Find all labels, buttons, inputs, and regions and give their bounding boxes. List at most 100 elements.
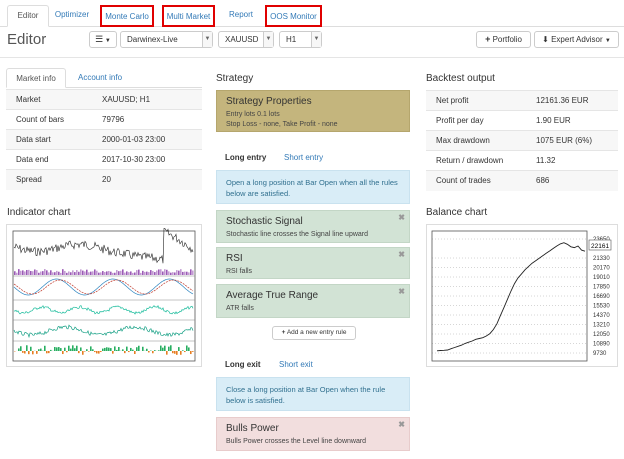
- y-tick-label: 12050: [593, 332, 610, 338]
- bulls-power-bar: [154, 350, 156, 351]
- y-tick-label: 17850: [593, 285, 610, 291]
- bulls-power-bar: [24, 351, 26, 354]
- volume-bar: [48, 272, 50, 275]
- bulls-power-bar: [180, 351, 182, 355]
- close-icon[interactable]: ✖: [398, 420, 405, 429]
- volume-bar: [100, 272, 102, 275]
- tab-optimizer[interactable]: Optimizer: [54, 10, 90, 19]
- volume-bar: [104, 271, 106, 275]
- tab-short-exit[interactable]: Short exit: [279, 360, 313, 369]
- volume-bar: [138, 269, 140, 275]
- expert-advisor-button[interactable]: ⬇ Expert Advisor ▼: [534, 31, 619, 48]
- bulls-power-bar: [130, 347, 132, 351]
- bulls-power-bar: [18, 348, 20, 351]
- volume-bar: [94, 269, 96, 275]
- strategy-properties-box[interactable]: Strategy Properties Entry lots 0.1 lots …: [216, 90, 410, 132]
- volume-bar: [102, 271, 104, 275]
- tab-long-exit[interactable]: Long exit: [225, 360, 261, 369]
- add-entry-rule-label: Add a new entry rule: [286, 329, 347, 336]
- entry-rule-rsi[interactable]: RSI RSI falls ✖: [216, 247, 410, 279]
- volume-bar: [96, 270, 98, 275]
- close-icon[interactable]: ✖: [398, 287, 405, 296]
- tab-monte-carlo[interactable]: Monte Carlo: [100, 5, 154, 27]
- bulls-power-bar: [188, 347, 190, 351]
- tab-oos-monitor[interactable]: OOS Monitor: [265, 5, 322, 27]
- volume-bar: [158, 269, 160, 275]
- volume-bar: [192, 270, 194, 275]
- bulls-power-bar: [178, 347, 180, 351]
- bulls-power-bar: [162, 347, 164, 351]
- volume-bar: [80, 269, 82, 275]
- bulls-power-bar: [158, 350, 160, 351]
- bulls-power-bar: [132, 349, 134, 351]
- bulls-power-bar: [172, 351, 174, 354]
- bulls-power-bar: [90, 346, 92, 351]
- volume-bar: [76, 270, 78, 275]
- volume-bar: [144, 271, 146, 275]
- symbol-select[interactable]: XAUUSD ▼: [218, 31, 274, 48]
- volume-bar: [186, 271, 188, 275]
- bulls-power-bar: [104, 347, 106, 351]
- volume-bar: [26, 269, 28, 275]
- bulls-power-bar: [88, 351, 90, 352]
- tab-account-info[interactable]: Account info: [77, 73, 123, 82]
- volume-bar: [42, 271, 44, 275]
- bulls-power-bar: [70, 348, 72, 351]
- menu-button[interactable]: ☰ ▼: [89, 31, 117, 48]
- bulls-power-bar: [116, 349, 118, 351]
- volume-bar: [180, 269, 182, 275]
- bulls-power-bar: [50, 349, 52, 351]
- volume-bar: [182, 271, 184, 275]
- row-key: Spread: [6, 169, 92, 190]
- volume-bar: [66, 272, 68, 275]
- bulls-power-bar: [22, 351, 24, 353]
- bulls-power-bar: [118, 347, 120, 351]
- tab-editor[interactable]: Editor: [7, 5, 49, 27]
- strategy-properties-lots: Entry lots 0.1 lots: [226, 111, 280, 118]
- volume-bar: [82, 270, 84, 275]
- volume-bar: [14, 271, 16, 275]
- add-entry-rule-button[interactable]: + Add a new entry rule: [272, 326, 356, 340]
- bulls-power-bar: [176, 351, 178, 355]
- bulls-power-bar: [166, 351, 168, 355]
- tab-report[interactable]: Report: [228, 10, 253, 19]
- volume-bar: [148, 272, 150, 275]
- bulls-power-bar: [152, 351, 154, 354]
- y-tick-label: 14370: [593, 313, 610, 319]
- chevron-down-icon: ▼: [311, 32, 321, 47]
- exit-rule-bulls-power[interactable]: Bulls Power Bulls Power crosses the Leve…: [216, 417, 410, 451]
- entry-rule-atr[interactable]: Average True Range ATR falls ✖: [216, 284, 410, 318]
- row-key: Market: [6, 89, 92, 110]
- bulls-power-bar: [182, 350, 184, 351]
- tab-market-info[interactable]: Market info: [6, 68, 66, 88]
- tab-short-entry[interactable]: Short entry: [284, 153, 324, 162]
- volume-bar: [146, 271, 148, 275]
- table-row: Spread 20: [6, 169, 202, 190]
- tab-multi-market[interactable]: Multi Market: [162, 5, 215, 27]
- bulls-power-bar: [114, 346, 116, 351]
- volume-bar: [64, 270, 66, 275]
- long-exit-info: Close a long position at Bar Open when t…: [216, 377, 410, 411]
- bulls-power-bar: [148, 351, 150, 353]
- close-icon[interactable]: ✖: [398, 213, 405, 222]
- account-select[interactable]: Darwinex-Live ▼: [120, 31, 213, 48]
- period-select[interactable]: H1 ▼: [279, 31, 322, 48]
- volume-bar: [98, 272, 100, 275]
- close-icon[interactable]: ✖: [398, 250, 405, 259]
- row-value: 2000-01-03 23:00: [92, 129, 202, 150]
- table-row: Count of bars 79796: [6, 109, 202, 130]
- portfolio-button[interactable]: + Portfolio: [476, 31, 531, 48]
- row-key: Profit per day: [426, 110, 526, 131]
- chevron-down-icon: ▼: [202, 32, 212, 47]
- indicator-chart-title: Indicator chart: [7, 207, 71, 218]
- volume-bar: [60, 272, 62, 275]
- rule-description: RSI falls: [226, 268, 253, 275]
- bulls-power-bar: [36, 351, 38, 354]
- rule-title: Bulls Power: [226, 423, 279, 434]
- bulls-power-bar: [80, 347, 82, 351]
- tab-long-entry[interactable]: Long entry: [225, 153, 267, 162]
- caret-down-icon: ▼: [103, 38, 111, 44]
- entry-rule-stochastic[interactable]: Stochastic Signal Stochastic line crosse…: [216, 210, 410, 243]
- bulls-power-bar: [64, 347, 66, 351]
- volume-bar: [150, 270, 152, 275]
